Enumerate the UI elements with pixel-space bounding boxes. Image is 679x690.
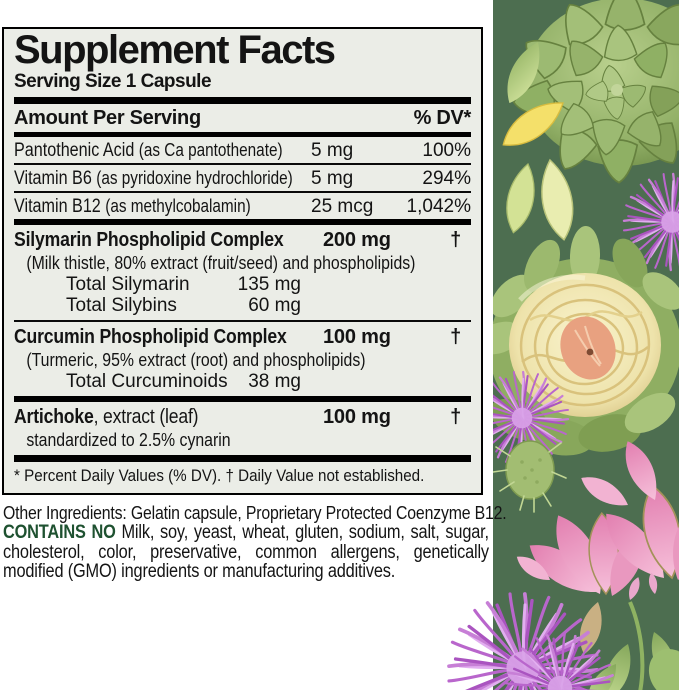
ingredient-name: Pantothenic Acid bbox=[14, 140, 135, 161]
divider-thick bbox=[14, 97, 471, 104]
complex-description: (Milk thistle, 80% extract (fruit/seed) … bbox=[26, 253, 416, 273]
complex-name-suffix: , extract (leaf) bbox=[93, 406, 199, 428]
sub-amount: 135 mg bbox=[237, 274, 301, 295]
table-row: Vitamin B12 (as methylcobalamin) 25 mcg … bbox=[14, 193, 471, 219]
complex-row: Artichoke, extract (leaf) 100 mg † bbox=[14, 402, 471, 429]
complex-dv: † bbox=[450, 326, 461, 348]
ingredient-amount: 5 mg bbox=[311, 140, 354, 161]
complex-name: Artichoke bbox=[14, 406, 94, 428]
contains-no-text: Milk, soy, yeast, wheat, gluten, sodium,… bbox=[3, 522, 489, 582]
complex-dv: † bbox=[450, 406, 461, 428]
sub-name: Total Silybins bbox=[66, 295, 177, 316]
contains-no-paragraph: CONTAINS NO Milk, soy, yeast, wheat, glu… bbox=[3, 523, 489, 582]
ingredient-dv: 100% bbox=[422, 140, 471, 161]
sub-amount: 38 mg bbox=[248, 371, 301, 392]
complex-dv: † bbox=[450, 229, 461, 251]
ingredient-amount: 5 mg bbox=[311, 168, 354, 189]
other-ingredients: Other Ingredients: Gelatin capsule, Prop… bbox=[3, 503, 507, 523]
ingredient-name: Vitamin B6 bbox=[14, 168, 92, 189]
complex-description: (Turmeric, 95% extract (root) and phosph… bbox=[26, 350, 366, 370]
ingredient-name: Vitamin B12 bbox=[14, 196, 101, 217]
divider-thin bbox=[14, 163, 471, 165]
sub-name: Total Curcuminoids bbox=[66, 371, 228, 392]
complex-amount: 100 mg bbox=[323, 326, 391, 348]
ingredient-detail: (as methylcobalamin) bbox=[105, 196, 251, 216]
artichoke-head-illustration bbox=[511, 0, 679, 185]
sub-row: Total Silybins 60 mg bbox=[14, 295, 471, 316]
complex-amount: 200 mg bbox=[323, 229, 391, 251]
amount-header: Amount Per Serving bbox=[14, 107, 201, 129]
supplement-facts-panel: Supplement Facts Serving Size 1 Capsule … bbox=[2, 27, 483, 495]
sub-amount: 60 mg bbox=[248, 295, 301, 316]
standardization-note: standardized to 2.5% cynarin bbox=[26, 430, 231, 450]
complex-row: Curcumin Phospholipid Complex 100 mg † bbox=[14, 322, 471, 349]
complex-amount: 100 mg bbox=[323, 406, 391, 428]
table-header: Amount Per Serving % DV* bbox=[14, 104, 471, 132]
ingredient-dv: 294% bbox=[422, 168, 471, 189]
divider-thick bbox=[14, 132, 471, 137]
flower-buds-illustration bbox=[580, 572, 679, 690]
ingredient-detail: (as Ca pantothenate) bbox=[138, 140, 283, 160]
divider-thick bbox=[14, 219, 471, 225]
panel-title: Supplement Facts bbox=[14, 28, 336, 72]
dv-footnote: * Percent Daily Values (% DV). † Daily V… bbox=[14, 467, 425, 485]
milk-thistle-mid-illustration bbox=[493, 368, 572, 513]
dv-header: % DV* bbox=[413, 107, 472, 129]
serving-size: Serving Size 1 Capsule bbox=[14, 71, 212, 92]
ingredient-dv: 1,042% bbox=[406, 196, 471, 217]
divider-thick bbox=[14, 455, 471, 462]
complex-row: Silymarin Phospholipid Complex 200 mg † bbox=[14, 225, 471, 252]
divider-thick bbox=[14, 396, 471, 402]
table-row: Pantothenic Acid (as Ca pantothenate) 5 … bbox=[14, 137, 471, 163]
sub-row: Total Curcuminoids 38 mg bbox=[14, 371, 471, 392]
complex-name: Silymarin Phospholipid Complex bbox=[14, 229, 284, 251]
ingredient-detail: (as pyridoxine hydrochloride) bbox=[96, 168, 293, 188]
sub-name: Total Silymarin bbox=[66, 274, 190, 295]
divider-thin bbox=[14, 320, 471, 322]
sub-row: Total Silymarin 135 mg bbox=[14, 274, 471, 295]
ingredient-amount: 25 mcg bbox=[311, 196, 374, 217]
contains-no-label: CONTAINS NO bbox=[3, 522, 116, 543]
divider-thin bbox=[14, 191, 471, 193]
artichoke-half-illustration bbox=[493, 226, 679, 456]
complex-name: Curcumin Phospholipid Complex bbox=[14, 326, 287, 348]
table-row: Vitamin B6 (as pyridoxine hydrochloride)… bbox=[14, 165, 471, 191]
